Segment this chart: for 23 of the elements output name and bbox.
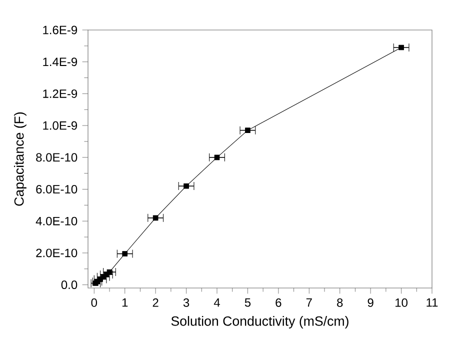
y-tick-label: 2.0E-10 bbox=[36, 248, 78, 258]
x-tick-label: 6 bbox=[276, 298, 282, 307]
x-tick-label: 7 bbox=[306, 298, 312, 307]
y-tick-label: 1.4E-9 bbox=[43, 58, 78, 66]
x-tick-label: 3 bbox=[183, 298, 190, 307]
y-tick-label: 6.0E-10 bbox=[36, 184, 78, 194]
x-axis-title: Solution Conductivity (mS/cm) bbox=[171, 316, 348, 328]
x-tick-label: 8 bbox=[337, 298, 343, 307]
x-tick-label: 1 bbox=[122, 298, 128, 307]
x-tick-label: 9 bbox=[368, 298, 374, 307]
y-tick-label: 1.2E-9 bbox=[43, 89, 78, 98]
x-tick-label: 10 bbox=[396, 298, 408, 307]
y-tick-label: 4.0E-10 bbox=[36, 216, 78, 226]
y-tick-label: 8.0E-10 bbox=[36, 153, 78, 162]
x-tick-label: 5 bbox=[244, 298, 251, 307]
x-tick-label: 2 bbox=[152, 298, 158, 307]
y-tick-label: 1.0E-9 bbox=[43, 121, 78, 130]
y-tick-label: 1.6E-9 bbox=[43, 26, 78, 34]
x-tick-label: 0 bbox=[91, 298, 98, 307]
y-axis-title: Capacitance (F) bbox=[14, 112, 26, 206]
x-tick-label: 4 bbox=[214, 298, 220, 307]
y-tick-label: 0.0 bbox=[61, 280, 78, 290]
x-tick-label: 11 bbox=[426, 298, 438, 307]
